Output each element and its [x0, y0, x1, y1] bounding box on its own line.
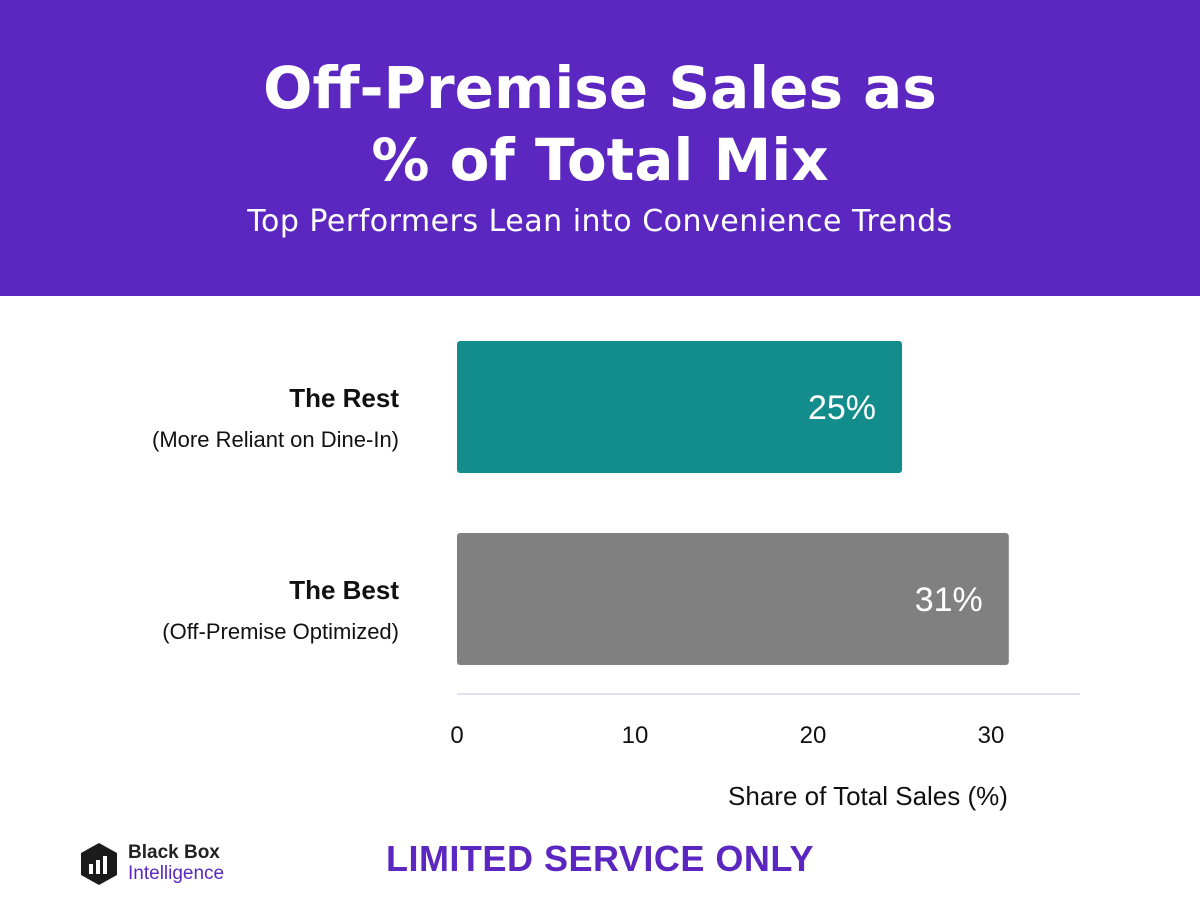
category-sublabel-0: (More Reliant on Dine-In) [152, 427, 399, 452]
bar-1 [457, 533, 1009, 665]
bar-chart: 25% The Rest (More Reliant on Dine-In) 31% T… [152, 341, 1080, 811]
x-tick-label-3: 30 [978, 722, 1005, 749]
title-line-2: % of Total Mix [371, 126, 829, 194]
category-label-0: The Rest [289, 383, 399, 413]
header-banner: Off-Premise Sales as % of Total Mix Top … [0, 0, 1200, 296]
brand-logo: Black Box Intelligence [80, 842, 230, 886]
data-label-0: 25% [808, 389, 876, 427]
category-sublabel-1: (Off-Premise Optimized) [162, 619, 399, 644]
title-line-1: Off-Premise Sales as [263, 54, 937, 122]
black-box-logo-icon [81, 843, 117, 885]
bar-0 [457, 341, 902, 473]
category-label-1: The Best [289, 575, 399, 605]
x-tick-label-2: 20 [800, 722, 827, 749]
x-axis-title: Share of Total Sales (%) [728, 781, 1008, 811]
chart-title: Off-Premise Sales as % of Total Mix [0, 52, 1200, 196]
data-label-1: 31% [915, 581, 983, 619]
footer-note: LIMITED SERVICE ONLY [385, 838, 815, 879]
x-tick-label-0: 0 [450, 722, 463, 749]
chart-subtitle: Top Performers Lean into Convenience Tre… [247, 204, 953, 239]
logo-text-intelligence: Intelligence [128, 863, 225, 884]
x-tick-label-1: 10 [622, 722, 649, 749]
logo-text-black-box: Black Box [128, 842, 220, 863]
